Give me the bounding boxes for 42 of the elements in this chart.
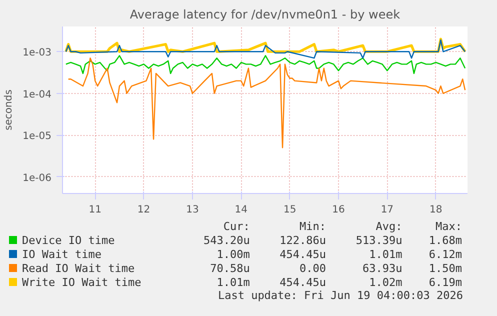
text: 122.86u — [278, 234, 328, 248]
chart-title: Average latency for /dev/nvme0n1 - by week — [130, 8, 400, 22]
legend-label: IO Wait time — [21, 248, 102, 262]
y-tick-label: 1e-06 — [22, 172, 52, 184]
x-tick-label: 18 — [429, 204, 442, 216]
text: 1.01m — [216, 276, 251, 290]
text: 1.02m — [368, 276, 404, 290]
text: 70.58u — [209, 262, 251, 276]
x-tick-label: 14 — [234, 204, 248, 216]
text: 6.19m — [428, 276, 463, 290]
text: Last update: Fri Jun 19 04:00:03 2026 — [216, 289, 463, 302]
text: 6.12m — [428, 248, 463, 262]
line-series — [68, 58, 466, 148]
y-axis-title: seconds — [4, 90, 15, 130]
x-tick-label: 16 — [332, 204, 345, 216]
text: 543.20u — [202, 234, 251, 248]
legend-label: Write IO Wait time — [21, 276, 142, 290]
y-tick-label: 1e-05 — [22, 131, 52, 142]
text: 1.01m — [368, 248, 404, 262]
x-tick-label: 15 — [283, 204, 296, 216]
y-tick-label: 1e-04 — [22, 89, 52, 100]
text: 1.00m — [216, 248, 251, 262]
x-tick-label: 11 — [88, 204, 102, 216]
text: 63.93u — [361, 262, 404, 276]
text: 513.39u — [354, 234, 404, 248]
x-tick-label: 13 — [186, 204, 199, 216]
x-tick-label: 17 — [380, 204, 394, 216]
text: 1.68m — [428, 234, 463, 248]
text: 454.45u — [278, 276, 328, 290]
y-tick-label: 1e-03 — [22, 48, 52, 59]
text: 454.45u — [278, 248, 328, 262]
text: Avg: — [374, 220, 404, 234]
text: Min: — [298, 220, 328, 234]
text: 0.00 — [298, 262, 328, 276]
legend-label: Device IO time — [21, 234, 116, 248]
text: Max: — [434, 220, 463, 234]
text: 1.50m — [428, 262, 463, 276]
x-tick-label: 12 — [137, 204, 150, 216]
legend-label: Read IO Wait time — [21, 262, 136, 276]
line-series — [65, 55, 466, 74]
line-series — [65, 39, 466, 59]
text: Cur: — [222, 220, 251, 234]
